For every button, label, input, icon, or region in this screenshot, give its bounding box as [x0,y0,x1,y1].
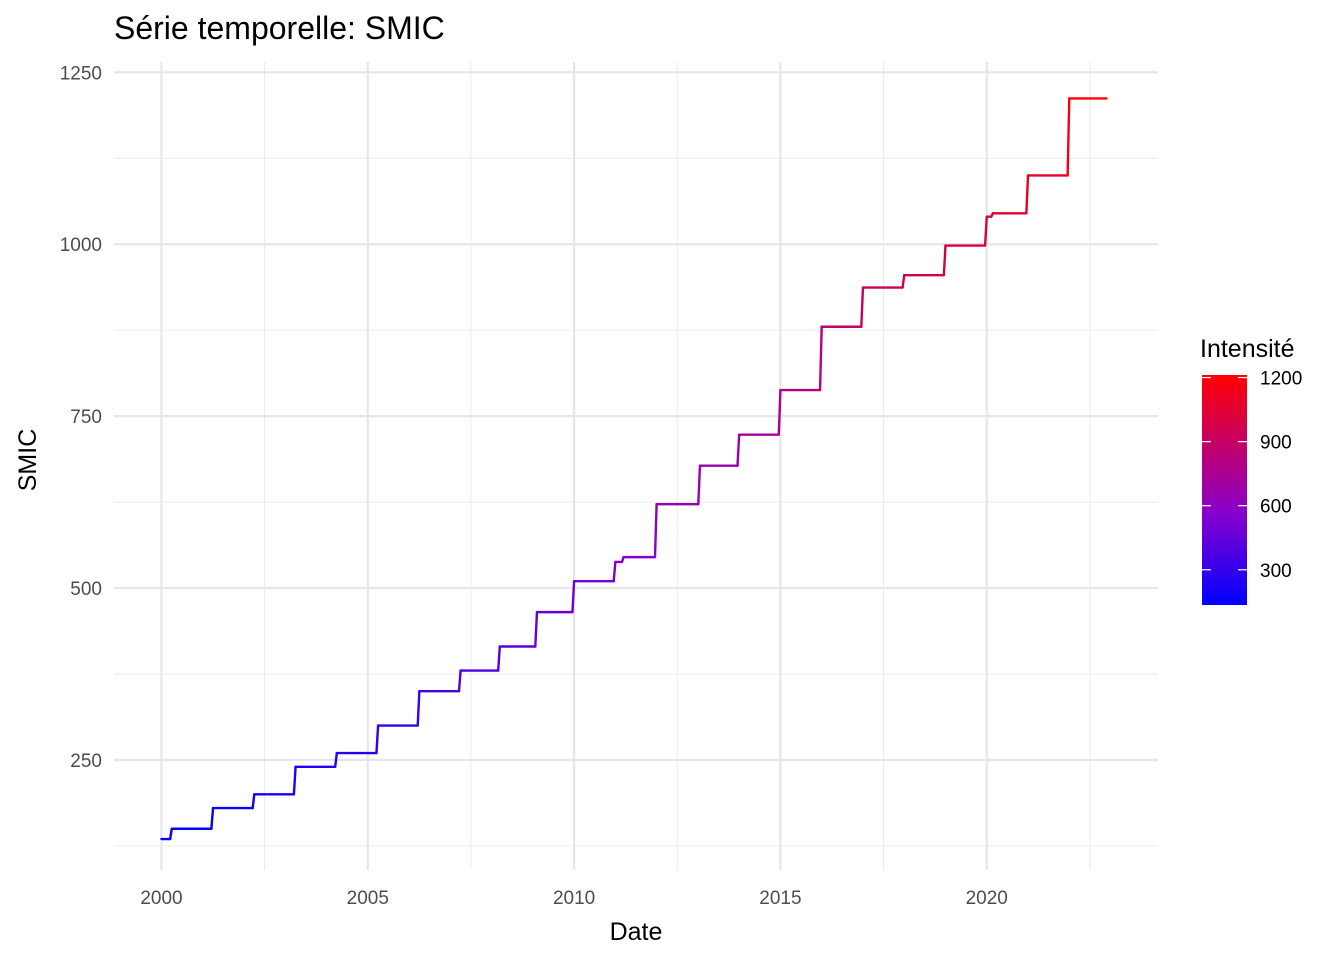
x-tick-label: 2000 [140,888,182,909]
chart-title: Série temporelle: SMIC [114,10,445,46]
y-tick-label: 500 [70,579,102,600]
legend-title: Intensité [1200,335,1295,363]
series-step-rise [416,690,421,727]
major-gridlines [114,62,1158,870]
x-tick-label: 2005 [347,888,389,909]
x-tick-label: 2010 [553,888,595,909]
minor-gridlines [114,62,1158,870]
legend-ticks: 300 600 900 1200 [1202,369,1302,582]
series-step-rise [375,724,380,755]
y-axis-ticks: 250 500 750 1000 1250 [60,63,102,772]
series-step-rise [818,325,823,392]
legend-tick-label: 600 [1260,497,1292,518]
series-step-rise [612,560,617,583]
series-step-rise [860,286,865,328]
legend-tick-label: 1200 [1260,369,1302,390]
series-step-rise [496,645,502,672]
color-legend: Intensité 300 600 900 1200 [1200,335,1302,605]
series-step-rise [251,793,256,810]
x-tick-label: 2015 [759,888,801,909]
series-step-rise [292,765,297,796]
smic-series [160,97,1108,841]
y-tick-label: 250 [70,751,102,772]
legend-tick-label: 900 [1260,433,1292,454]
series-step-rise [534,610,539,648]
legend-tick-label: 300 [1260,561,1292,582]
y-tick-label: 750 [70,407,102,428]
x-axis-ticks: 2000 2005 2010 2015 2020 [140,888,1008,909]
series-step-rise [1025,174,1030,215]
legend-colorbar [1202,375,1247,605]
x-tick-label: 2020 [966,888,1008,909]
y-tick-label: 1000 [60,235,102,256]
x-axis-title: Date [610,918,663,946]
series-step-rise [653,502,658,559]
series-step-rise [168,827,173,841]
series-step-rise [736,433,741,467]
series-step-rise [457,669,462,693]
series-step-rise [571,579,576,614]
series-step-rise [983,215,988,247]
series-step-rise [942,244,947,277]
series-step-rise [210,806,215,830]
series-step-rise [697,464,702,506]
y-tick-label: 1250 [60,63,102,84]
y-axis-title: SMIC [14,429,42,492]
series-step-rise [333,751,339,769]
series-step-rise [901,273,906,289]
series-step-rise [777,388,782,436]
series-step-rise [1066,97,1071,177]
